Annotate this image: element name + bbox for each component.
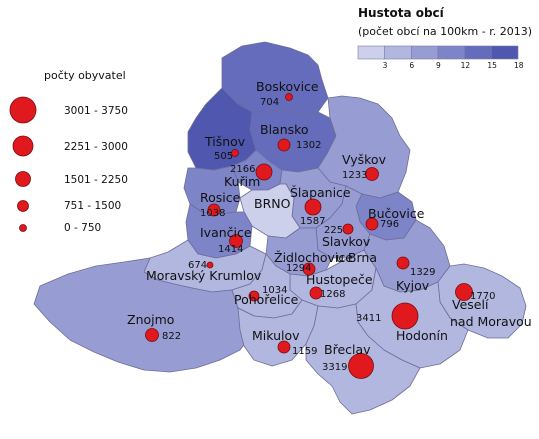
scale-swatch: [437, 45, 465, 60]
district-name-hustopece: Hustopeče: [306, 272, 373, 287]
district-name-znojmo: Znojmo: [127, 312, 174, 327]
district-name-pohorelice: Pohořelice: [234, 292, 299, 307]
district-name-slapanice: Šlapanice: [290, 185, 351, 200]
district-name-mikulov: Mikulov: [252, 328, 300, 343]
district-value-mikulov: 1159: [292, 346, 317, 357]
scale-bar: 3 6 9 12 15 18: [357, 45, 524, 70]
district-value-pohorelice: 1034: [262, 285, 287, 296]
district-value-moravsky-krumlov: 674: [188, 260, 207, 271]
district-value-tisnov: 505: [214, 151, 233, 162]
legend-symbol-3: [15, 171, 31, 187]
district-name-rosice: Rosice: [200, 190, 241, 205]
scale-tick: 3: [383, 61, 388, 70]
density-scale: Hustota obcí (počet obcí na 100km - r. 2…: [357, 6, 532, 70]
population-circle-slavkov-u-brna: [342, 223, 354, 235]
legend-symbol-4: [17, 200, 29, 212]
district-value-blansko: 1302: [296, 140, 321, 151]
population-circle-vyskov: [365, 167, 379, 181]
district-name-bucovice: Bučovice: [368, 206, 425, 221]
district-name-moravsky-krumlov: Moravský Krumlov: [146, 268, 262, 283]
legend-symbol-2: [12, 135, 34, 157]
population-circle-blansko: [277, 138, 291, 152]
district-value-kurim: 2166: [230, 164, 255, 175]
scale-swatch: [357, 45, 385, 60]
district-value-znojmo: 822: [162, 331, 181, 342]
district-name-kurim: Kuřim: [224, 174, 260, 189]
district-value-slavkov-u-brna: 225: [324, 225, 343, 236]
scale-tick: 9: [436, 61, 441, 70]
scale-swatch: [491, 45, 519, 60]
district-value-hodonin: 3411: [356, 313, 381, 324]
district-name-boskovice: Boskovice: [256, 79, 319, 94]
population-circle-zidlochovice: [302, 262, 316, 276]
scale-swatch: [464, 45, 492, 60]
district-name-veseli-nad-moravou: nad Moravou: [450, 314, 532, 329]
district-value-zidlochovice: 1294: [286, 263, 311, 274]
population-circle-kurim: [255, 163, 273, 181]
population-circles: [145, 93, 473, 379]
district-value-boskovice: 704: [260, 97, 279, 108]
district-name-ivancice: Ivančice: [200, 225, 252, 240]
scale-tick: 6: [409, 61, 414, 70]
population-circle-slapanice: [304, 198, 322, 216]
scale-tick: 12: [461, 61, 471, 70]
district-name-brno: BRNO: [254, 196, 291, 211]
population-circle-ivancice: [229, 234, 243, 248]
district-labels: Boskovice 704 Blansko 1302 Tišnov 505 Vyškov 12…: [127, 79, 532, 373]
legend-symbol-1: [9, 96, 37, 124]
legend-class-3: 1501 - 2250: [64, 174, 128, 186]
district-name-kyjov: Kyjov: [396, 278, 430, 293]
legend-class-4: 751 - 1500: [64, 200, 121, 212]
population-circle-mikulov: [277, 340, 291, 354]
legend-class-1: 3001 - 3750: [64, 105, 128, 117]
scale-title: Hustota obcí: [358, 6, 445, 20]
scale-swatch: [384, 45, 412, 60]
population-circle-hustopece: [309, 286, 323, 300]
legend-class-2: 2251 - 3000: [64, 141, 128, 153]
district-value-hustopece: 1268: [320, 289, 345, 300]
district-value-kyjov: 1329: [410, 267, 435, 278]
district-value-veseli-nad-moravou: 1770: [470, 291, 495, 302]
population-circle-breclav: [348, 353, 374, 379]
population-circle-veseli-nad-moravou: [455, 283, 473, 301]
legend-title: počty obyvatel: [44, 69, 126, 82]
population-circle-kyjov: [396, 256, 410, 270]
district-value-ivancice: 1414: [218, 244, 243, 255]
population-circle-pohorelice: [248, 290, 260, 302]
district-name-breclav: Břeclav: [324, 342, 371, 357]
population-legend: počty obyvatel 3001 - 3750 2251 - 3000 1…: [9, 69, 128, 234]
legend-symbol-5: [19, 224, 27, 232]
population-circle-znojmo: [145, 328, 159, 342]
district-value-bucovice: 796: [380, 219, 399, 230]
district-value-vyskov: 1233: [342, 170, 367, 181]
population-circle-moravsky-krumlov: [206, 261, 214, 269]
district-name-vyskov: Vyškov: [342, 152, 387, 167]
population-circle-bucovice: [365, 217, 379, 231]
district-name-veseli-nad-moravou: Veselí: [452, 297, 489, 312]
population-circle-boskovice: [285, 93, 293, 101]
scale-swatch: [411, 45, 439, 60]
district-name-slavkov-u-brna: Slavkov: [322, 234, 371, 249]
population-circle-hodonin: [391, 302, 419, 330]
scale-tick: 15: [487, 61, 497, 70]
district-name-blansko: Blansko: [260, 122, 309, 137]
district-rosice: [183, 165, 241, 215]
district-polygons: [33, 41, 527, 415]
district-value-breclav: 3319: [322, 362, 347, 373]
population-circle-rosice: [207, 203, 221, 217]
scale-subtitle: (počet obcí na 100km - r. 2013): [358, 25, 532, 38]
legend-class-5: 0 - 750: [64, 222, 101, 234]
district-name-slavkov-u-brna: u Brna: [336, 250, 377, 265]
population-circle-tisnov: [231, 149, 239, 157]
district-value-slapanice: 1587: [300, 216, 325, 227]
district-name-hodonin: Hodonín: [396, 328, 448, 343]
district-name-tisnov: Tišnov: [204, 134, 246, 149]
scale-tick: 18: [514, 61, 524, 70]
district-name-zidlochovice: Židlochovice: [274, 250, 353, 265]
district-value-rosice: 1038: [200, 208, 225, 219]
